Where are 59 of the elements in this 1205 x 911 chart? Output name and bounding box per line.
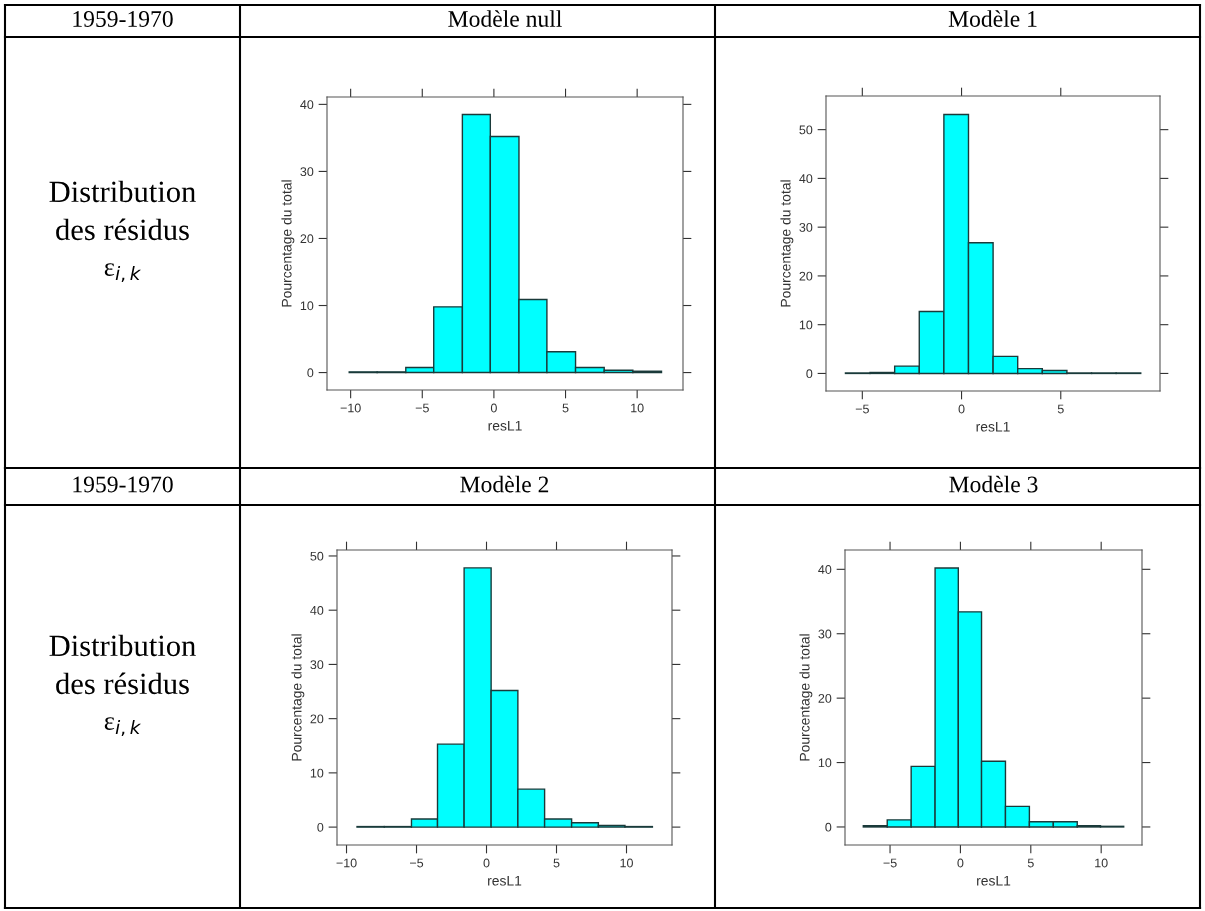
y-tick-label: 10 — [310, 768, 324, 778]
y-tick-label: 50 — [799, 125, 813, 135]
x-tick-label: 0 — [490, 403, 497, 413]
y-tick-label: 0 — [317, 822, 324, 832]
y-tick-label: 10 — [300, 301, 314, 311]
chart-title: Modèle 3 — [949, 475, 1038, 493]
x-tick-label: −10 — [340, 403, 361, 413]
y-tick-label: 40 — [799, 174, 813, 184]
x-tick-label: 0 — [957, 858, 964, 868]
x-axis-title: resL1 — [488, 420, 522, 431]
text: des résidus — [56, 672, 189, 695]
y-tick-label: 30 — [818, 629, 832, 639]
y-axis-title: Pourcentage du total — [281, 180, 295, 307]
x-tick-label: 5 — [562, 403, 569, 413]
y-tick-label: 30 — [310, 660, 324, 670]
y-tick-label: 30 — [300, 167, 314, 177]
text: 1959-1970 — [73, 476, 173, 493]
x-axis-title: resL1 — [976, 421, 1010, 432]
y-tick-label: 20 — [300, 234, 314, 244]
x-tick-label: 10 — [620, 858, 633, 868]
x-tick-label: 5 — [1027, 858, 1034, 868]
x-tick-label: 0 — [483, 858, 490, 868]
x-tick-label: −5 — [415, 403, 429, 413]
x-tick-label: −5 — [410, 858, 424, 868]
x-tick-label: −5 — [883, 858, 897, 868]
x-tick-label: −10 — [336, 858, 357, 868]
x-axis-title: resL1 — [488, 875, 522, 886]
y-tick-label: 0 — [806, 369, 813, 379]
y-tick-label: 20 — [818, 693, 832, 703]
x-tick-label: 5 — [1057, 404, 1064, 414]
text: Distribution — [49, 180, 196, 203]
y-axis-title: Pourcentage du total — [780, 180, 794, 307]
y-tick-label: 50 — [310, 551, 324, 561]
y-tick-label: 40 — [300, 100, 314, 110]
y-tick-label: 0 — [307, 368, 314, 378]
y-tick-label: 40 — [310, 605, 324, 615]
y-axis-title: Pourcentage du total — [799, 634, 813, 761]
chart-title: Modèle 1 — [948, 10, 1037, 27]
y-tick-label: 40 — [818, 565, 832, 574]
y-axis-title: Pourcentage du total — [291, 634, 305, 761]
text: ε$_{i,k}$ — [104, 717, 141, 737]
y-tick-label: 10 — [818, 758, 832, 768]
chart-title: Modèle 2 — [460, 475, 549, 493]
y-tick-label: 10 — [799, 320, 813, 330]
x-tick-label: 0 — [958, 404, 965, 414]
y-tick-label: 20 — [310, 714, 324, 724]
text: 1959-1970 — [73, 10, 173, 27]
text: ε$_{i,k}$ — [104, 263, 141, 283]
x-axis-title: resL1 — [977, 875, 1011, 886]
chart-title: Modèle null — [448, 10, 562, 27]
text: des résidus — [56, 218, 189, 241]
y-tick-label: 30 — [799, 222, 813, 232]
y-tick-label: 20 — [799, 271, 813, 281]
text: Distribution — [49, 634, 196, 657]
x-tick-label: 10 — [631, 403, 644, 413]
x-tick-label: −5 — [855, 404, 869, 414]
x-tick-label: 5 — [553, 858, 560, 868]
x-tick-label: 10 — [1095, 858, 1108, 868]
y-tick-label: 0 — [825, 822, 832, 832]
